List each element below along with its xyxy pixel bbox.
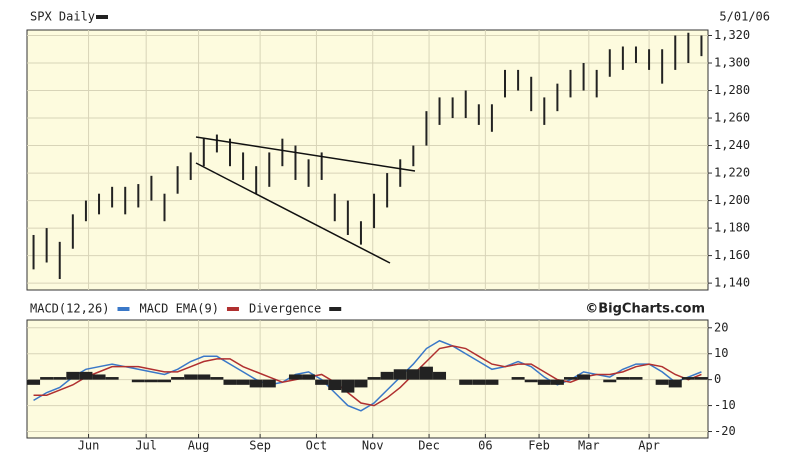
divergence-bar [288,374,302,380]
divergence-bar [197,374,211,380]
divergence-bar [354,379,368,388]
x-tick-label: Mar [578,439,600,453]
macd-line [33,339,702,412]
divergence-bar [406,369,420,380]
divergence-bar [27,379,41,385]
x-tick-label: Aug [188,439,210,453]
y-tick-label: 1,300 [714,56,750,70]
divergence-bar [472,379,486,385]
credit: ©BigCharts.com [585,302,705,317]
plot-layer: 1,320 1,300 1,280 1,260 1,240 1,220 1,200 1,180… [27,15,750,453]
divergence-bar [171,377,185,380]
chart-title: SPX Daily [30,10,95,24]
divergence-bar [341,379,355,393]
divergence-bar [249,379,263,388]
divergence-bar [537,379,551,385]
y-tick-label: 1,240 [714,138,750,152]
divergence-bar [328,379,342,391]
divergence-bar [668,379,682,388]
y-tick-label: 1,180 [714,221,750,235]
x-tick-label: Nov [362,439,384,453]
divergence-bar [550,379,564,385]
x-tick-label: Jul [135,439,157,453]
divergence-bar [577,374,591,380]
divergence-bar [53,377,67,380]
divergence-bar [262,379,276,388]
divergence-bar [302,374,316,380]
x-tick-label: Sep [249,439,271,453]
divergence-bar [629,377,643,380]
date-label: 5/01/06 [719,10,770,24]
divergence-bar [681,377,695,380]
divergence-bar [485,379,499,385]
divergence-bar [419,366,433,380]
y-tick-label: 1,280 [714,83,750,97]
divergence-bar [524,379,538,383]
divergence-bar [393,369,407,380]
divergence-bar [433,371,447,380]
y-tick-label: 0 [714,372,721,386]
divergence-bar [563,377,577,380]
legend-label: MACD EMA(9) [139,302,218,316]
divergence-bar [131,379,145,383]
y-tick-label: -10 [714,398,736,412]
x-tick-label: Jun [78,439,100,453]
divergence-bar [603,379,617,383]
y-tick-label: 1,260 [714,111,750,125]
x-tick-label: Feb [528,439,550,453]
trendline [195,162,391,264]
y-tick-label: 1,220 [714,166,750,180]
divergence-bar [655,379,669,385]
y-tick-label: 1,200 [714,193,750,207]
y-tick-label: 20 [714,320,728,334]
divergence-bar [66,371,80,380]
divergence-bar [616,377,630,380]
macd-line [33,345,702,407]
y-tick-label: 10 [714,346,728,360]
divergence-bar [92,374,106,380]
x-tick-label: 06 [478,439,492,453]
divergence-bar [236,379,250,385]
divergence-bar [105,377,119,380]
y-tick-label: -20 [714,424,736,438]
price-panel [26,29,709,291]
divergence-bar [694,377,708,380]
divergence-bar [184,374,198,380]
x-tick-label: Oct [306,439,328,453]
x-tick-label: Dec [418,439,440,453]
divergence-bar [144,379,158,383]
y-tick-label: 1,140 [714,276,750,290]
divergence-bar [459,379,473,385]
divergence-bar [210,377,224,380]
divergence-bar [223,379,237,385]
y-tick-label: 1,320 [714,28,750,42]
legend-label: MACD(12,26) [30,302,109,316]
divergence-bar [315,379,329,385]
divergence-bar [380,371,394,380]
macd-panel [26,319,709,439]
y-tick-label: 1,160 [714,248,750,262]
x-tick-label: Apr [638,439,660,453]
legend-label: Divergence [249,302,321,316]
divergence-bar [367,377,381,380]
divergence-bar [511,377,525,380]
divergence-bar [158,379,172,383]
divergence-bar [79,371,93,380]
trendline [195,136,416,172]
divergence-bar [40,377,54,380]
